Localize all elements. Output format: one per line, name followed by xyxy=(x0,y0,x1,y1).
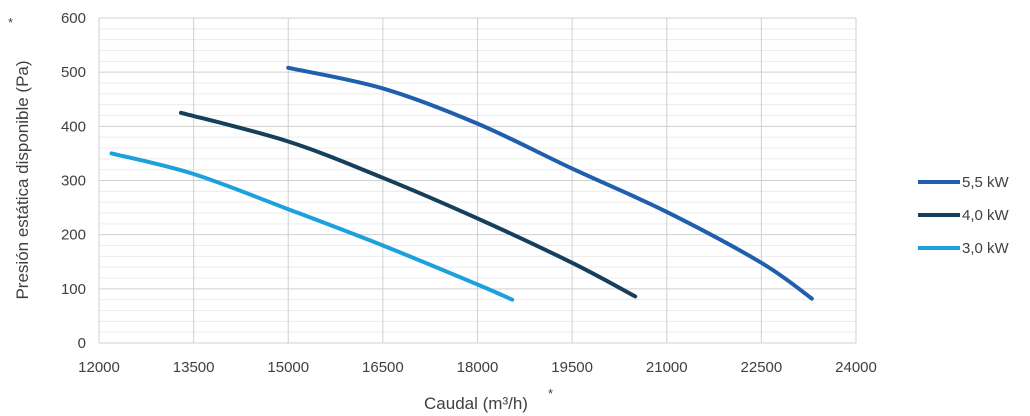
legend-label: 3,0 kW xyxy=(962,240,1010,257)
x-tick-label: 21000 xyxy=(646,359,688,376)
series-lines xyxy=(109,65,814,302)
x-axis-ticks: 12000 13500 15000 16500 18000 19500 21000 22500… xyxy=(78,359,877,376)
y-tick-label: 400 xyxy=(61,118,86,135)
x-tick-label: 24000 xyxy=(835,359,877,376)
x-tick-label: 12000 xyxy=(78,359,120,376)
legend: 5,5 kW 4,0 kW 3,0 kW xyxy=(918,174,1010,257)
x-tick-label: 16500 xyxy=(362,359,404,376)
x-tick-label: 13500 xyxy=(173,359,215,376)
y-tick-label: 300 xyxy=(61,173,86,190)
x-tick-label: 19500 xyxy=(551,359,593,376)
series-line-1 xyxy=(286,65,814,301)
y-tick-label: 500 xyxy=(61,64,86,81)
x-tick-label: 15000 xyxy=(267,359,309,376)
x-tick-label: 22500 xyxy=(741,359,783,376)
x-tick-label: 18000 xyxy=(457,359,499,376)
x-axis-asterisk: * xyxy=(548,386,553,401)
y-axis-label: Presión estática disponible (Pa) xyxy=(13,60,32,299)
y-tick-label: 600 xyxy=(61,10,86,27)
series-line-3 xyxy=(109,151,515,302)
series-line-2 xyxy=(179,110,638,299)
y-tick-label: 200 xyxy=(61,227,86,244)
legend-label: 5,5 kW xyxy=(962,174,1010,191)
x-axis-label: Caudal (m³/h) xyxy=(424,394,528,413)
gridlines xyxy=(98,17,857,344)
legend-label: 4,0 kW xyxy=(962,207,1010,224)
y-axis-asterisk: * xyxy=(8,15,13,30)
y-tick-label: 0 xyxy=(78,335,86,352)
y-axis-ticks: 0 100 200 300 400 500 600 xyxy=(61,10,86,352)
y-tick-label: 100 xyxy=(61,281,86,298)
